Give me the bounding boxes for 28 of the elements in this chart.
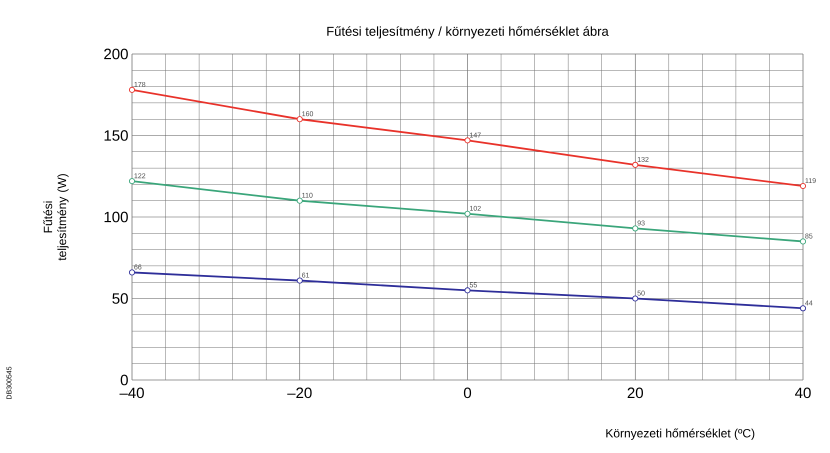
point [800,305,806,312]
y-tick-label: 200 [104,48,128,60]
chart-title: Fűtési teljesítmény / környezeti hőmérséklet ábra [327,26,609,38]
y-tick-label: 0 [120,374,128,386]
point [800,238,806,244]
point [632,225,638,232]
point [464,210,471,217]
point [464,137,471,144]
x-tick-label: –40 [119,388,144,398]
x-tick-label: 40 [795,388,811,398]
point [632,162,638,168]
point [632,295,638,302]
point [464,287,471,294]
y-axis-title: Fűtési teljesítmény (W) [43,174,69,260]
x-tick-label: 20 [628,388,643,398]
point [128,178,136,184]
x-tick-label: –20 [287,388,312,398]
y-tick-label: 100 [104,212,128,222]
x-tick-label: 0 [464,388,472,398]
point [128,269,136,276]
point [800,182,806,190]
x-axis-title: Környezeti hőmérséklet (ºC) [606,428,754,440]
point [296,198,303,204]
y-tick-label: 50 [112,293,128,304]
point [128,86,136,93]
y-tick-label: 150 [104,130,128,141]
point [296,278,303,284]
point [296,116,303,122]
